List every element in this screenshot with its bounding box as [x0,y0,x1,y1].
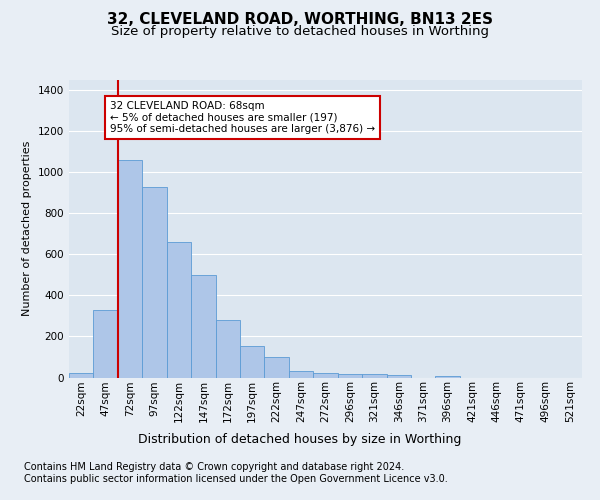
Text: Size of property relative to detached houses in Worthing: Size of property relative to detached ho… [111,25,489,38]
Bar [191,275,215,378]
Bar [69,374,94,378]
Bar [118,160,142,378]
Text: Contains public sector information licensed under the Open Government Licence v3: Contains public sector information licen… [24,474,448,484]
Bar [265,357,289,378]
Bar [338,374,362,378]
Bar [436,376,460,378]
Bar [167,242,191,378]
Bar [215,320,240,378]
Bar [362,374,386,378]
Text: Contains HM Land Registry data © Crown copyright and database right 2024.: Contains HM Land Registry data © Crown c… [24,462,404,472]
Bar [386,376,411,378]
Bar [94,310,118,378]
Bar [313,374,338,378]
Bar [289,372,313,378]
Bar [142,186,167,378]
Bar [240,346,265,378]
Text: Distribution of detached houses by size in Worthing: Distribution of detached houses by size … [139,432,461,446]
Text: 32, CLEVELAND ROAD, WORTHING, BN13 2ES: 32, CLEVELAND ROAD, WORTHING, BN13 2ES [107,12,493,28]
Y-axis label: Number of detached properties: Number of detached properties [22,141,32,316]
Text: 32 CLEVELAND ROAD: 68sqm
← 5% of detached houses are smaller (197)
95% of semi-d: 32 CLEVELAND ROAD: 68sqm ← 5% of detache… [110,101,375,134]
